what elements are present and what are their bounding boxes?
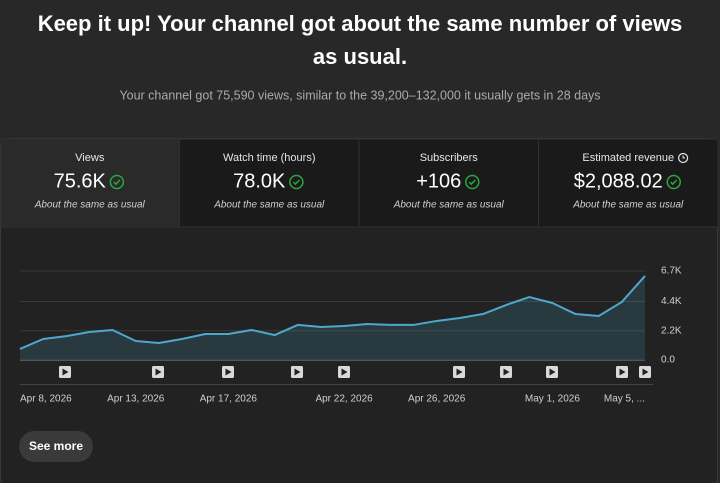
play-icon (341, 368, 348, 376)
metric-note: About the same as usual (34, 200, 146, 211)
clock-icon (678, 152, 689, 164)
metric-label: Subscribers (420, 152, 479, 164)
check-mark (670, 179, 678, 186)
y-tick-label: 2.2K (661, 325, 682, 336)
see-more-label[interactable]: See more (29, 439, 83, 453)
clock-hands (682, 155, 686, 159)
check-icon (109, 174, 125, 190)
video-markers (59, 366, 651, 378)
play-icon (155, 368, 162, 376)
play-icon (456, 368, 463, 376)
x-tick-label: Apr 8, 2026 (20, 394, 72, 405)
play-icon (549, 368, 556, 376)
x-tick-label: Apr 26, 2026 (408, 394, 466, 405)
metric-label: Watch time (hours) (223, 152, 316, 164)
see-more-button[interactable] (19, 431, 93, 462)
play-icon (62, 368, 69, 376)
check-mark (292, 179, 300, 186)
subtitle: Your channel got 75,590 views, similar t… (119, 88, 600, 102)
metric-tab[interactable] (358, 138, 539, 228)
check-icon (465, 174, 480, 190)
x-tick-label: Apr 13, 2026 (107, 394, 165, 405)
play-icon (225, 368, 232, 376)
y-tick-label: 6.7K (661, 266, 682, 277)
y-tick-label: 4.4K (661, 296, 682, 307)
metric-value: 75.6K (54, 170, 107, 192)
metric-tab[interactable] (538, 138, 719, 228)
x-tick-label: Apr 22, 2026 (315, 394, 373, 405)
metric-note: About the same as usual (393, 200, 505, 211)
play-icon (503, 368, 510, 376)
headline: as usual. (313, 44, 407, 69)
check-mark (468, 179, 476, 186)
x-tick-label: May 5, ... (604, 394, 645, 405)
metric-tab[interactable] (179, 138, 360, 228)
metric-value: $2,088.02 (574, 170, 663, 192)
metric-note: About the same as usual (213, 200, 325, 211)
check-icon (289, 174, 304, 190)
metric-note: About the same as usual (572, 200, 684, 211)
play-icon (642, 368, 649, 376)
x-tick-label: Apr 17, 2026 (200, 394, 258, 405)
metric-value: 78.0K (233, 170, 286, 192)
headline: Keep it up! Your channel got about the s… (38, 11, 683, 36)
check-icon (666, 174, 681, 190)
metric-label: Views (75, 152, 105, 164)
check-mark (113, 179, 121, 186)
play-icon (619, 368, 626, 376)
views-line (19, 275, 646, 350)
metric-label: Estimated revenue (582, 152, 674, 164)
metric-tab[interactable] (0, 138, 180, 228)
x-tick-label: May 1, 2026 (525, 394, 580, 405)
metric-value: +106 (416, 170, 461, 192)
play-icon (294, 368, 301, 376)
line-area (20, 275, 645, 360)
y-tick-label: 0.0 (661, 355, 675, 366)
